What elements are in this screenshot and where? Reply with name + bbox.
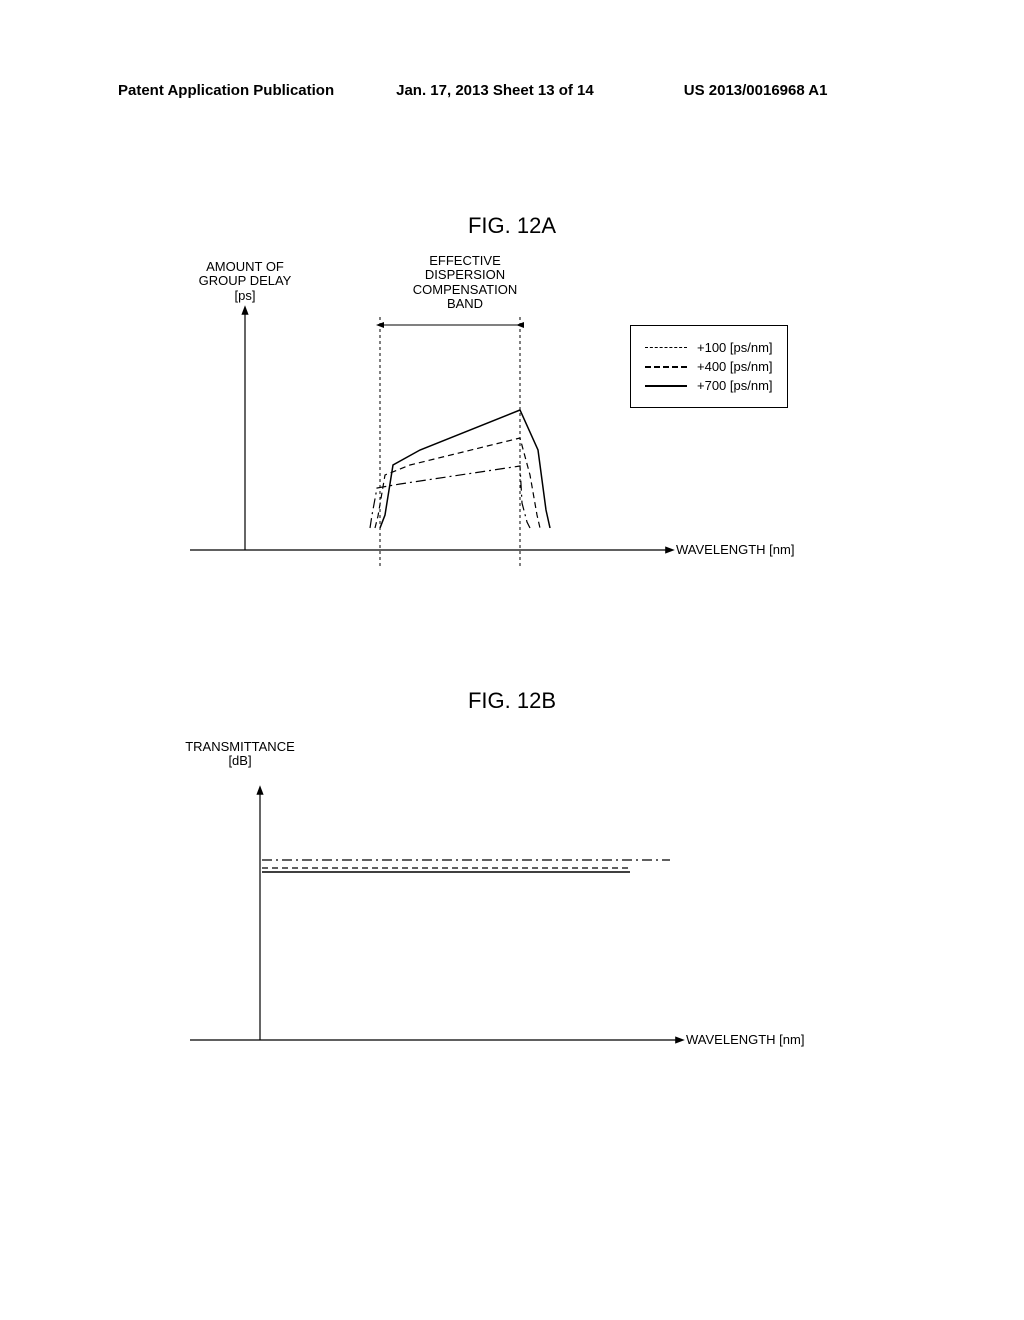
- figure-12a-chart: AMOUNT OF GROUP DELAY [ps] EFFECTIVE DIS…: [190, 260, 890, 590]
- curve-100: [370, 466, 530, 528]
- header-left: Patent Application Publication: [118, 82, 334, 99]
- fig12a-x-label: WAVELENGTH [nm]: [676, 542, 794, 557]
- curve-700: [380, 410, 550, 528]
- header-center: Jan. 17, 2013 Sheet 13 of 14: [396, 82, 594, 99]
- figure-12a-title: FIG. 12A: [0, 213, 1024, 239]
- fig12b-svg: [190, 740, 890, 1080]
- curve-400: [375, 438, 540, 528]
- page-header: Patent Application Publication Jan. 17, …: [0, 82, 1024, 99]
- figure-12b-title: FIG. 12B: [0, 688, 1024, 714]
- header-right: US 2013/0016968 A1: [684, 82, 828, 99]
- fig12b-x-label: WAVELENGTH [nm]: [686, 1032, 804, 1047]
- figure-12b-chart: TRANSMITTANCE [dB] WAVELENGTH [nm]: [190, 740, 890, 1070]
